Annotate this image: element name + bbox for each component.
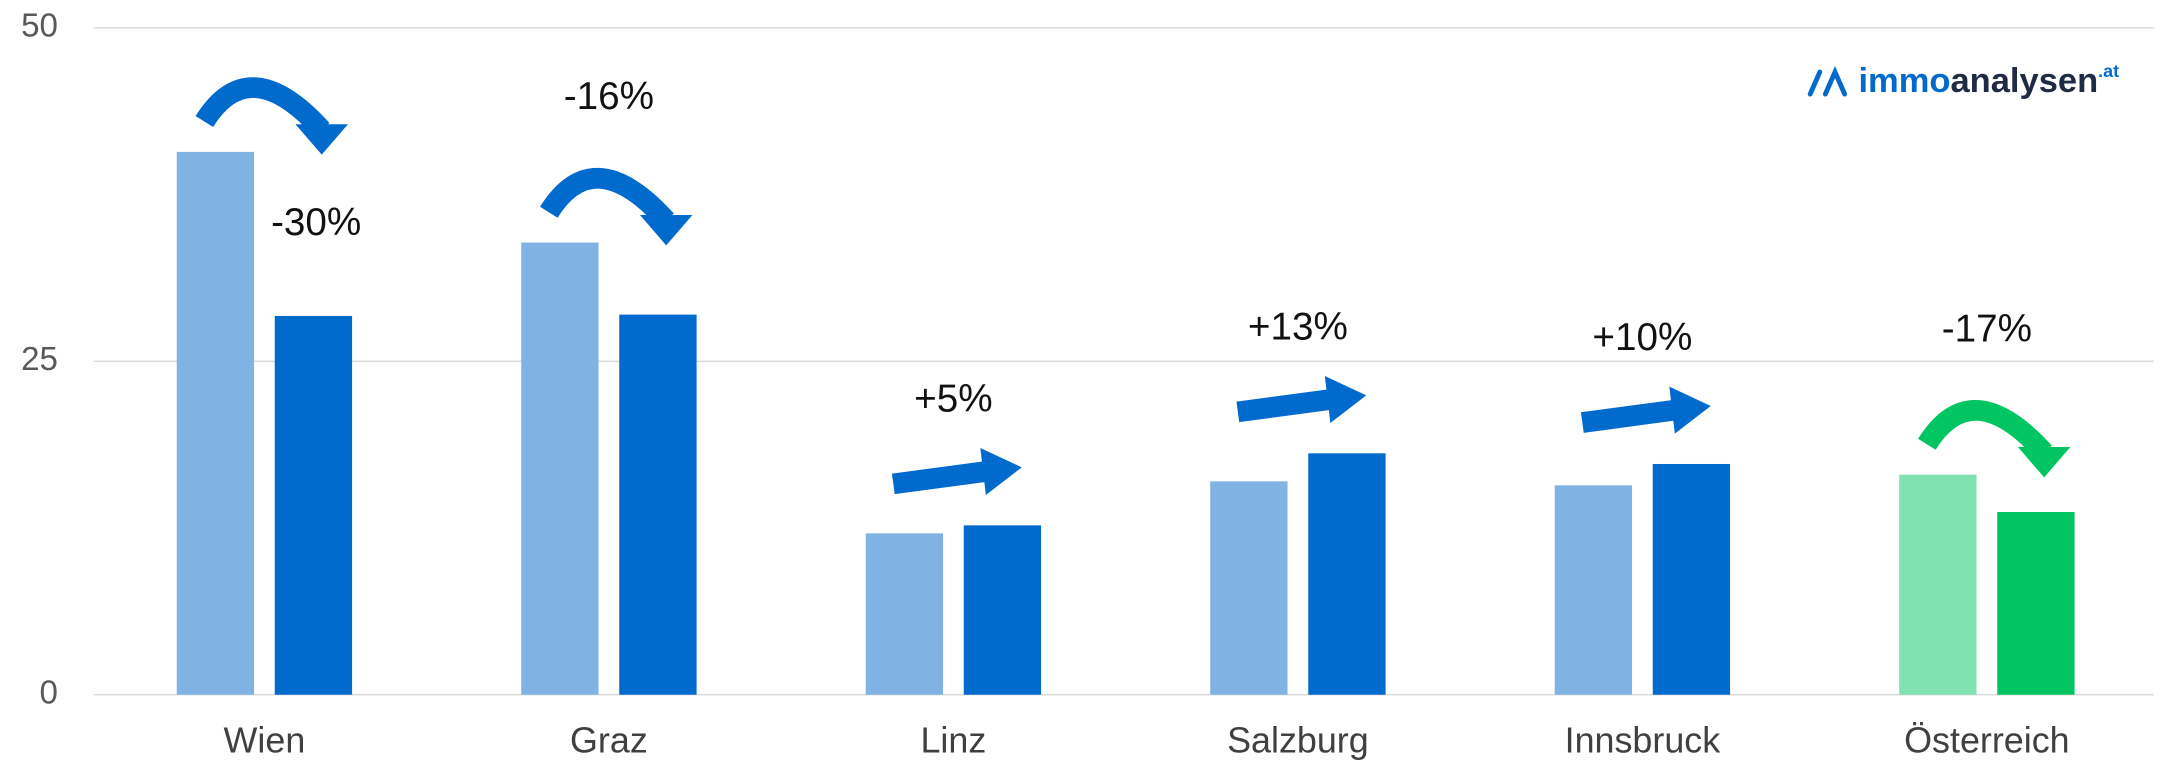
y-tick-label: 0 <box>40 674 58 711</box>
bar <box>1554 485 1633 695</box>
arrow-head <box>1669 386 1711 434</box>
x-tick-label: Salzburg <box>1227 721 1369 761</box>
bar <box>274 315 353 695</box>
x-tick-label: Österreich <box>1904 721 2069 761</box>
arrow-shaft <box>1580 399 1677 433</box>
change-arrow <box>1580 386 1711 434</box>
change-arrow <box>195 77 348 155</box>
bar <box>521 242 599 695</box>
arrow-head <box>295 124 348 155</box>
logo-suffix: .at <box>2098 61 2119 81</box>
y-tick-label: 50 <box>21 8 58 45</box>
arrow-shaft <box>1236 389 1332 423</box>
change-label: +10% <box>1592 316 1692 359</box>
bar <box>1652 463 1731 695</box>
arrow-shaft <box>1918 400 2052 460</box>
bar <box>963 525 1042 695</box>
bar <box>1308 453 1386 695</box>
change-arrow <box>540 167 693 246</box>
change-label: -30% <box>271 201 361 244</box>
bar <box>865 533 944 695</box>
change-label: +13% <box>1248 305 1348 348</box>
change-label: -16% <box>564 75 654 118</box>
x-tick-label: Linz <box>920 721 986 761</box>
change-arrow <box>1236 375 1367 423</box>
x-tick-label: Innsbruck <box>1565 721 1721 761</box>
bar <box>1210 481 1288 695</box>
logo-rest: analysen <box>1950 62 2098 100</box>
x-tick-label: Graz <box>570 721 648 761</box>
logo-text: immoanalysen.at <box>1858 61 2119 100</box>
arrow-shaft <box>891 461 988 495</box>
bar <box>1997 512 2075 695</box>
change-arrow <box>1918 400 2071 478</box>
logo-brand: immo <box>1858 62 1950 100</box>
bar <box>1899 474 1977 695</box>
bar <box>619 314 697 695</box>
arrow-shaft <box>195 77 330 137</box>
bar <box>176 151 255 695</box>
arrow-shaft <box>540 167 674 228</box>
logo-icon <box>1807 65 1848 97</box>
logo: immoanalysen.at <box>1807 61 2119 100</box>
arrow-head <box>2017 447 2071 478</box>
change-label: -17% <box>1942 307 2032 350</box>
arrow-head <box>1324 375 1367 423</box>
y-tick-label: 25 <box>21 341 58 378</box>
x-tick-label: Wien <box>224 721 306 761</box>
change-label: +5% <box>914 377 992 420</box>
change-arrow <box>891 448 1022 495</box>
arrow-head <box>639 214 693 246</box>
arrow-head <box>980 448 1022 495</box>
